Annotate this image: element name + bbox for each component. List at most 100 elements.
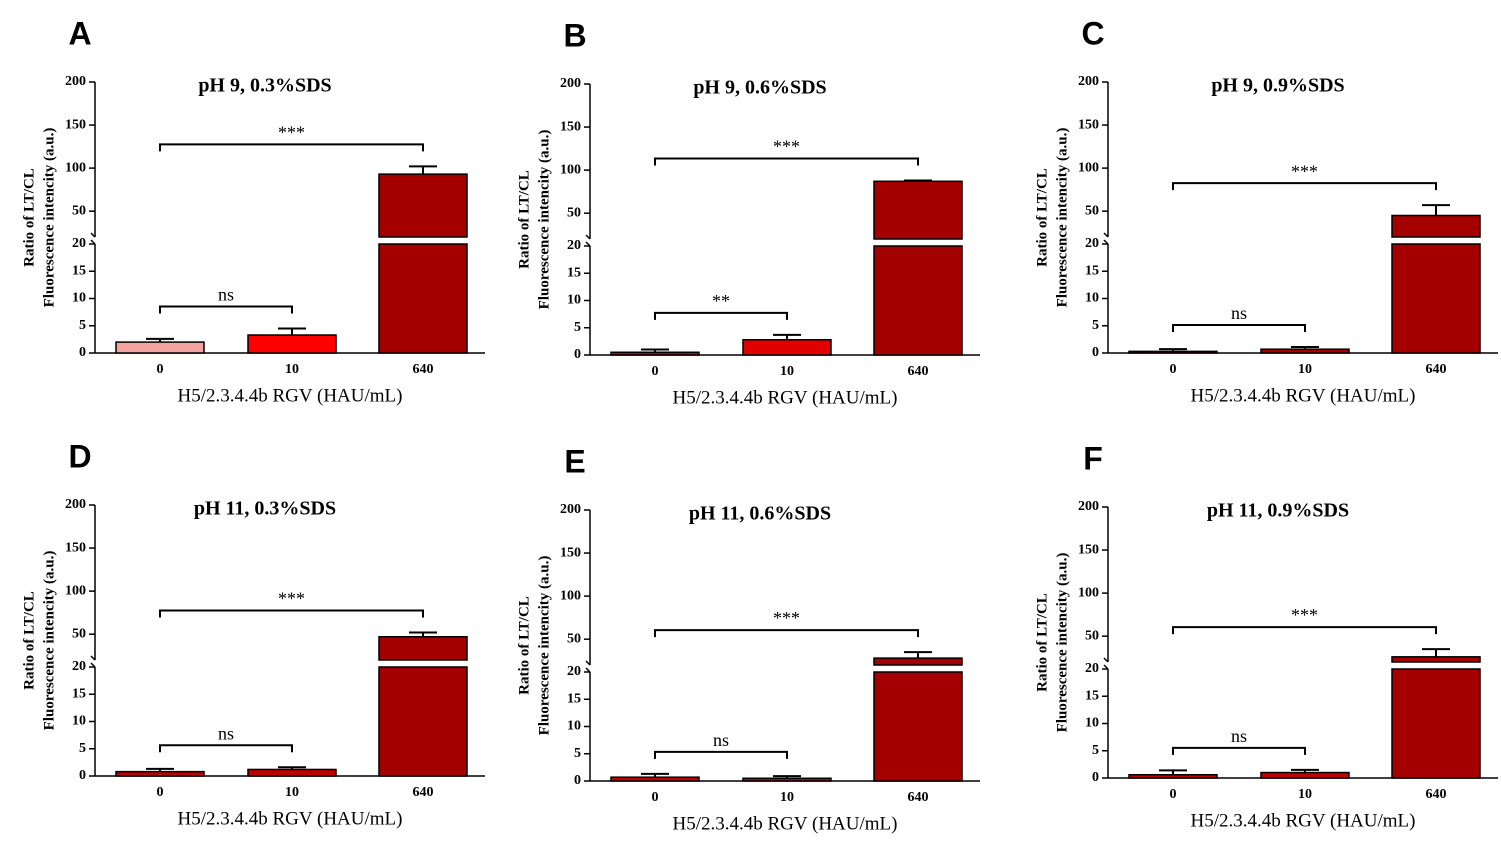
significance-bracket <box>1172 626 1437 635</box>
error-bar <box>1291 768 1319 773</box>
y-tick-label: 200 <box>560 502 581 517</box>
y-tick-label: 100 <box>560 588 581 603</box>
y-tick-label: 150 <box>65 117 86 132</box>
y-tick-label: 10 <box>72 714 86 729</box>
x-tick-label: 0 <box>1170 787 1177 802</box>
y-tick-label: 150 <box>65 540 86 555</box>
significance-bracket <box>159 609 424 618</box>
bar-upper <box>873 657 963 666</box>
panel: CpH 9, 0.9%SDS Ratio of LT/CL Fluorescence… <box>1034 15 1498 406</box>
significance-bracket <box>1172 182 1437 191</box>
y-tick-label: 50 <box>567 631 581 646</box>
bar <box>115 770 205 777</box>
y-tick-label: 200 <box>1078 499 1099 514</box>
x-tick-label: 640 <box>908 364 929 379</box>
significance-label: ns <box>1231 726 1247 746</box>
bar <box>378 666 468 777</box>
x-tick-label: 10 <box>285 362 299 377</box>
y-tick-label: 50 <box>1085 628 1099 643</box>
error-bar <box>409 165 437 175</box>
y-tick-label: 20 <box>1085 661 1099 676</box>
x-tick-label: 10 <box>780 364 794 379</box>
error-bar <box>1422 204 1450 216</box>
x-axis-label: H5/2.3.4.4b RGV (HAU/mL) <box>177 808 402 829</box>
significance-label: *** <box>773 608 800 628</box>
y-tick-label: 15 <box>1085 688 1099 703</box>
error-bar <box>278 327 306 336</box>
error-bar <box>1159 769 1187 775</box>
significance-label: *** <box>773 137 800 157</box>
error-bar <box>1422 648 1450 657</box>
y-tick-label: 5 <box>574 746 581 761</box>
y-axis-label: Ratio of LT/CL <box>1034 168 1050 267</box>
y-axis-label: Ratio of LT/CL <box>516 170 532 269</box>
bar-upper <box>873 180 963 240</box>
chart-title: pH 11, 0.9%SDS <box>1207 500 1349 522</box>
x-tick-label: 0 <box>652 790 659 805</box>
x-axis-label: H5/2.3.4.4b RGV (HAU/mL) <box>1190 385 1415 406</box>
y-tick-label: 10 <box>72 291 86 306</box>
y-tick-label: 15 <box>1085 263 1099 278</box>
x-tick-label: 0 <box>157 785 164 800</box>
y-tick-label: 200 <box>1078 74 1099 89</box>
y-tick-label: 10 <box>1085 291 1099 306</box>
bar <box>873 245 963 356</box>
x-tick-label: 640 <box>413 785 434 800</box>
x-tick-label: 10 <box>1298 362 1312 377</box>
bar-upper <box>1391 656 1481 663</box>
bar <box>115 341 205 354</box>
y-tick-label: 100 <box>1078 160 1099 175</box>
y-tick-label: 150 <box>560 119 581 134</box>
x-axis-label: H5/2.3.4.4b RGV (HAU/mL) <box>1190 810 1415 831</box>
error-bar <box>641 772 669 778</box>
y-axis-label: Fluorescence intencity (a.u.) <box>1054 128 1070 308</box>
bar <box>610 776 700 782</box>
y-tick-label: 150 <box>560 545 581 560</box>
y-axis-label: Fluorescence intencity (a.u.) <box>41 128 57 308</box>
y-tick-label: 5 <box>1092 743 1099 758</box>
bar <box>610 351 700 356</box>
bar <box>378 243 468 354</box>
y-tick-label: 150 <box>1078 117 1099 132</box>
panel-letter: B <box>563 17 586 53</box>
y-tick-label: 0 <box>1092 770 1099 785</box>
y-tick-label: 0 <box>79 345 86 360</box>
x-tick-label: 640 <box>1426 362 1447 377</box>
y-tick-label: 50 <box>1085 203 1099 218</box>
panel-letter: C <box>1081 15 1104 51</box>
y-tick-label: 20 <box>567 238 581 253</box>
y-tick-label: 0 <box>79 768 86 783</box>
y-axis-label: Fluorescence intencity (a.u.) <box>41 551 57 731</box>
y-tick-label: 50 <box>72 626 86 641</box>
significance-label: *** <box>278 123 305 143</box>
y-tick-label: 20 <box>72 659 86 674</box>
significance-bracket <box>654 629 919 638</box>
y-tick-label: 0 <box>574 347 581 362</box>
error-bar <box>146 767 174 772</box>
y-axis-label: Fluorescence intencity (a.u.) <box>536 130 552 310</box>
y-tick-label: 200 <box>65 497 86 512</box>
y-tick-label: 100 <box>560 162 581 177</box>
panel: ApH 9, 0.3%SDS Ratio of LT/CL Fluorescence… <box>21 15 485 406</box>
y-tick-label: 10 <box>1085 716 1099 731</box>
y-tick-label: 15 <box>567 265 581 280</box>
y-tick-label: 15 <box>72 263 86 278</box>
y-tick-label: 100 <box>65 583 86 598</box>
y-axis-label: Ratio of LT/CL <box>516 596 532 695</box>
bar <box>1260 771 1350 779</box>
y-tick-label: 0 <box>574 773 581 788</box>
y-tick-label: 100 <box>1078 585 1099 600</box>
significance-label: *** <box>1291 605 1318 625</box>
bar <box>1391 243 1481 354</box>
y-tick-label: 150 <box>1078 542 1099 557</box>
y-axis-label: Ratio of LT/CL <box>21 168 37 267</box>
error-bar <box>904 179 932 182</box>
error-bar <box>641 348 669 353</box>
bar-upper <box>378 636 468 661</box>
y-tick-label: 5 <box>574 320 581 335</box>
panel: EpH 11, 0.6%SDS Ratio of LT/CL Fluorescenc… <box>516 443 980 834</box>
bar <box>247 768 337 777</box>
error-bar <box>773 775 801 779</box>
y-tick-label: 5 <box>79 741 86 756</box>
